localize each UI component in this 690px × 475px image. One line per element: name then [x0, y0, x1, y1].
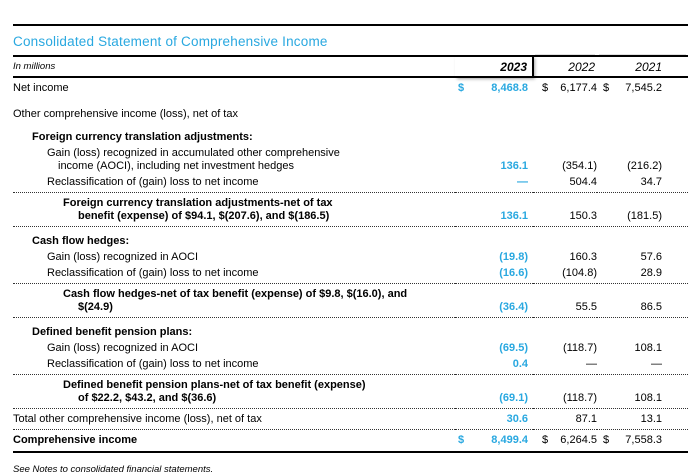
- value-2023: (69.5): [499, 342, 528, 354]
- value-2023: [455, 97, 533, 123]
- value-2022: (118.7): [533, 374, 597, 409]
- value-2023: (69.1): [455, 374, 533, 409]
- value-2023: 136.1: [500, 160, 528, 172]
- value-2021: [597, 318, 688, 342]
- value-2021: $7,545.2: [603, 82, 662, 94]
- table-row: Reclassification of (gain) loss to net i…: [13, 175, 688, 193]
- row-label: Total other comprehensive income (loss),…: [13, 408, 455, 430]
- value-2022: 55.5: [533, 283, 597, 318]
- value-2023: [455, 123, 533, 146]
- row-label: Reclassification of (gain) loss to net i…: [13, 266, 455, 284]
- value-2022: $6,264.5: [533, 429, 597, 453]
- value-2021: 34.7: [597, 175, 688, 193]
- dollar-sign: $: [542, 434, 549, 446]
- value-2021: 108.1: [597, 374, 688, 409]
- value-2023: 30.6: [455, 408, 533, 430]
- value-2021: —: [597, 357, 688, 375]
- value-2022: —: [533, 357, 597, 375]
- table-row: Cash flow hedges:: [13, 227, 688, 251]
- column-header-2023: 2023: [455, 55, 534, 78]
- value-2022: [533, 123, 597, 146]
- table-row: Other comprehensive income (loss), net o…: [13, 97, 688, 123]
- dollar-sign: $: [458, 82, 465, 94]
- value-2021: 28.9: [597, 266, 688, 284]
- row-label: Comprehensive income: [13, 429, 455, 453]
- row-label: Cash flow hedges:: [32, 235, 130, 247]
- value-2023: —: [455, 175, 533, 193]
- value-2022: (104.8): [533, 266, 597, 284]
- value-2023: [455, 318, 533, 342]
- value-2021: (216.2): [627, 160, 662, 172]
- value-2023: [455, 227, 533, 251]
- column-header-2022: 2022: [533, 55, 597, 78]
- value-2022: [533, 227, 597, 251]
- value-2021: (181.5): [597, 192, 688, 227]
- table-row: Gain (loss) recognized in AOCI (19.8) 160.…: [13, 250, 688, 266]
- table-row: Comprehensive income $8,499.4 $6,264.5 $7,5…: [13, 429, 688, 453]
- value-2023: (36.4): [455, 283, 533, 318]
- value-2021: 13.1: [597, 408, 688, 430]
- table-row: Reclassification of (gain) loss to net i…: [13, 266, 688, 284]
- value-2022: 504.4: [533, 175, 597, 193]
- table-row: Net income $8,468.8 $6,177.4 $7,545.2: [13, 77, 688, 97]
- table-row: Gain (loss) recognized in accumulated ot…: [13, 146, 688, 175]
- value-2022: 150.3: [533, 192, 597, 227]
- table-row: Cash flow hedges-net of tax benefit (exp…: [13, 283, 688, 318]
- value-2021: $7,558.3: [597, 429, 688, 453]
- dollar-sign: $: [542, 82, 549, 94]
- value-2022: (354.1): [562, 160, 597, 172]
- table-row: Foreign currency translation adjustments…: [13, 192, 688, 227]
- value-2021: 57.6: [640, 251, 662, 263]
- dollar-sign: $: [458, 434, 465, 446]
- row-label: Reclassification of (gain) loss to net i…: [13, 175, 455, 193]
- table-row: Gain (loss) recognized in AOCI (69.5) (118…: [13, 341, 688, 357]
- value-2021: [597, 227, 688, 251]
- value-2022: [533, 318, 597, 342]
- row-label: Foreign currency translation adjustments…: [32, 131, 253, 143]
- row-label: Other comprehensive income (loss), net o…: [13, 108, 238, 120]
- top-rule: [13, 24, 688, 26]
- statement-body: Net income $8,468.8 $6,177.4 $7,545.2 Other …: [13, 77, 688, 453]
- row-label: Net income: [13, 82, 69, 94]
- table-row: Defined benefit pension plans:: [13, 318, 688, 342]
- row-label: Defined benefit pension plans:: [32, 326, 193, 338]
- value-2023: (16.6): [455, 266, 533, 284]
- row-label: Cash flow hedges-net of tax benefit (exp…: [13, 283, 455, 318]
- financial-table: In millions 2023 2022 2021 Net income $8,…: [13, 55, 688, 453]
- row-label: Gain (loss) recognized in accumulated ot…: [47, 147, 340, 172]
- value-2021: [597, 123, 688, 146]
- table-row: Total other comprehensive income (loss),…: [13, 408, 688, 430]
- value-2023: $8,468.8: [458, 82, 528, 94]
- dollar-sign: $: [603, 82, 610, 94]
- value-2023: 136.1: [455, 192, 533, 227]
- value-2022: $6,177.4: [542, 82, 597, 94]
- value-2021: [597, 97, 688, 123]
- row-label: Defined benefit pension plans-net of tax…: [13, 374, 455, 409]
- page-title: Consolidated Statement of Comprehensive …: [13, 34, 328, 49]
- row-label: Gain (loss) recognized in AOCI: [47, 342, 199, 354]
- value-2023: 0.4: [455, 357, 533, 375]
- value-2022: 87.1: [533, 408, 597, 430]
- row-label: Foreign currency translation adjustments…: [13, 192, 455, 227]
- row-label: Reclassification of (gain) loss to net i…: [13, 357, 455, 375]
- column-header-2021: 2021: [597, 55, 688, 78]
- value-2021: 108.1: [634, 342, 662, 354]
- value-2022: 160.3: [569, 251, 597, 263]
- unit-label: In millions: [13, 55, 455, 78]
- value-2022: (118.7): [562, 342, 597, 354]
- footnote: See Notes to consolidated financial stat…: [13, 464, 214, 475]
- row-label: Gain (loss) recognized in AOCI: [47, 251, 199, 263]
- table-row: Foreign currency translation adjustments…: [13, 123, 688, 146]
- value-2023: (19.8): [499, 251, 528, 263]
- table-row: Defined benefit pension plans-net of tax…: [13, 374, 688, 409]
- value-2021: 86.5: [597, 283, 688, 318]
- header-row: In millions 2023 2022 2021: [13, 55, 688, 78]
- value-2023: $8,499.4: [455, 429, 533, 453]
- dollar-sign: $: [603, 434, 610, 446]
- value-2022: [533, 97, 597, 123]
- table-row: Reclassification of (gain) loss to net i…: [13, 357, 688, 375]
